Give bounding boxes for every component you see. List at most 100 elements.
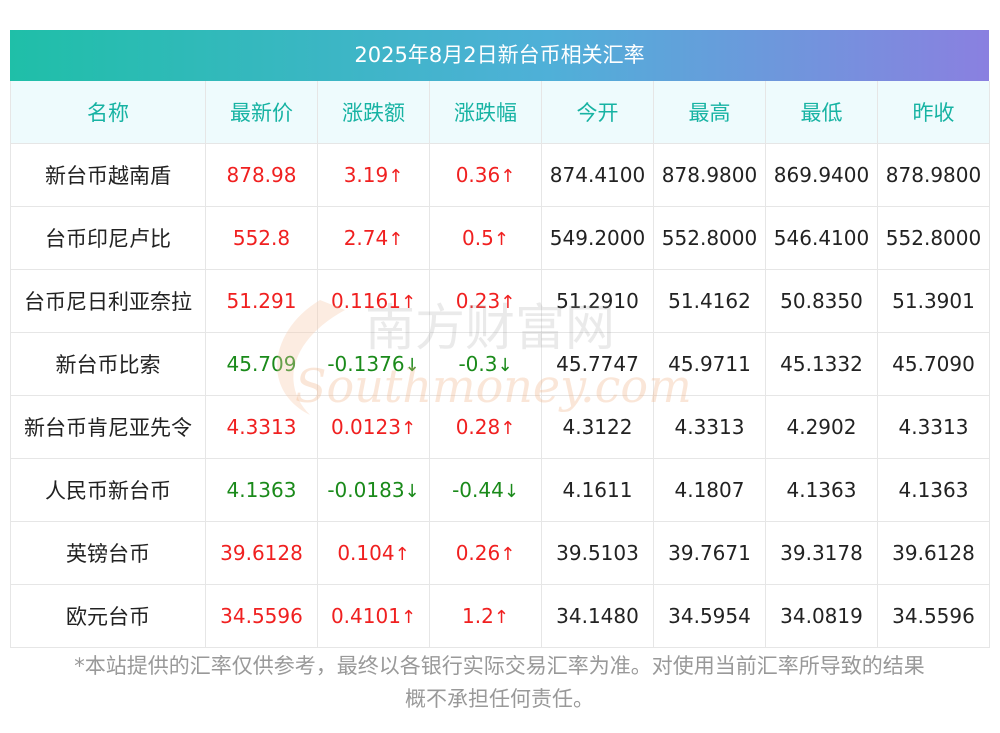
pct-cell-value: -0.3 (458, 352, 498, 376)
name-cell: 英镑台币 (10, 521, 206, 585)
change-cell-value: 0.4101 (330, 604, 401, 628)
pct-cell: 0.23↑ (429, 269, 542, 333)
name-cell: 台币尼日利亚奈拉 (10, 269, 206, 333)
open-cell: 51.2910 (541, 269, 654, 333)
high-cell-value: 34.5954 (668, 604, 751, 628)
arrow-up-icon: ↑ (493, 229, 509, 250)
name-cell: 台币印尼卢比 (10, 206, 206, 270)
open-cell-value: 34.1480 (556, 604, 639, 628)
disclaimer: *本站提供的汇率仅供参考，最终以各银行实际交易汇率为准。对使用当前汇率所导致的结… (10, 650, 989, 716)
arrow-up-icon: ↑ (493, 607, 509, 628)
header-change: 涨跌额 (317, 81, 430, 144)
pct-cell: 1.2↑ (429, 584, 542, 648)
table-title: 2025年8月2日新台币相关汇率 (10, 30, 989, 81)
disclaimer-line-1: *本站提供的汇率仅供参考，最终以各银行实际交易汇率为准。对使用当前汇率所导致的结… (74, 654, 925, 678)
pct-cell: 0.28↑ (429, 395, 542, 459)
low-cell: 546.4100 (765, 206, 878, 270)
pct-cell: 0.36↑ (429, 143, 542, 207)
name-cell-value: 新台币越南盾 (45, 164, 171, 188)
prev-cell: 4.3313 (877, 395, 990, 459)
change-cell: 0.1161↑ (317, 269, 430, 333)
open-cell: 4.3122 (541, 395, 654, 459)
pct-cell-value: -0.44 (452, 478, 504, 502)
open-cell: 874.4100 (541, 143, 654, 207)
name-cell: 欧元台币 (10, 584, 206, 648)
high-cell-value: 45.9711 (668, 352, 751, 376)
latest-cell: 4.1363 (205, 458, 318, 522)
latest-cell-value: 552.8 (232, 226, 291, 250)
pct-cell-value: 0.23 (455, 289, 501, 313)
name-cell: 新台币越南盾 (10, 143, 206, 207)
latest-cell-value: 878.98 (226, 163, 297, 187)
name-cell-value: 人民币新台币 (45, 479, 171, 503)
low-cell-value: 4.2902 (786, 415, 857, 439)
prev-cell-value: 51.3901 (892, 289, 975, 313)
low-cell-value: 869.9400 (773, 163, 870, 187)
high-cell-value: 878.9800 (661, 163, 758, 187)
arrow-up-icon: ↑ (500, 292, 516, 313)
change-cell: 0.0123↑ (317, 395, 430, 459)
low-cell-value: 546.4100 (773, 226, 870, 250)
open-cell: 39.5103 (541, 521, 654, 585)
latest-cell: 45.709 (205, 332, 318, 396)
name-cell-value: 台币尼日利亚奈拉 (24, 290, 192, 314)
change-cell-value: 0.1161 (330, 289, 401, 313)
arrow-up-icon: ↑ (500, 418, 516, 439)
table-row: 欧元台币 34.5596 0.4101↑ 1.2↑ 34.1480 34.5954 34.0… (10, 584, 990, 648)
header-open: 今开 (541, 81, 654, 144)
pct-cell: 0.5↑ (429, 206, 542, 270)
header-low: 最低 (765, 81, 878, 144)
change-cell: 3.19↑ (317, 143, 430, 207)
pct-cell: -0.3↓ (429, 332, 542, 396)
high-cell: 51.4162 (653, 269, 766, 333)
name-cell-value: 新台币比索 (55, 353, 161, 377)
prev-cell: 51.3901 (877, 269, 990, 333)
change-cell: 0.104↑ (317, 521, 430, 585)
high-cell: 39.7671 (653, 521, 766, 585)
rate-table-container: 2025年8月2日新台币相关汇率 名称 最新价 涨跌额 涨跌幅 今开 最高 最低… (10, 30, 990, 648)
arrow-up-icon: ↑ (394, 544, 410, 565)
latest-cell: 39.6128 (205, 521, 318, 585)
arrow-up-icon: ↑ (400, 607, 417, 628)
header-name: 名称 (10, 81, 206, 144)
arrow-down-icon: ↓ (404, 481, 420, 502)
latest-cell-value: 4.3313 (226, 415, 297, 439)
open-cell-value: 51.2910 (556, 289, 639, 313)
prev-cell: 878.9800 (877, 143, 990, 207)
change-cell-value: 2.74 (343, 226, 389, 250)
arrow-up-icon: ↑ (400, 292, 417, 313)
low-cell-value: 4.1363 (786, 478, 857, 502)
open-cell: 4.1611 (541, 458, 654, 522)
name-cell: 新台币肯尼亚先令 (10, 395, 206, 459)
open-cell-value: 549.2000 (549, 226, 646, 250)
pct-cell-value: 0.28 (455, 415, 501, 439)
prev-cell-value: 39.6128 (892, 541, 975, 565)
change-cell: 2.74↑ (317, 206, 430, 270)
table-row: 人民币新台币 4.1363 -0.0183↓ -0.44↓ 4.1611 4.1807 4.… (10, 458, 990, 522)
latest-cell-value: 39.6128 (220, 541, 303, 565)
rate-table: 名称 最新价 涨跌额 涨跌幅 今开 最高 最低 昨收 新台币越南盾 878.98 3… (10, 81, 990, 648)
open-cell: 45.7747 (541, 332, 654, 396)
latest-cell-value: 45.709 (226, 352, 297, 376)
open-cell-value: 45.7747 (556, 352, 639, 376)
name-cell: 新台币比索 (10, 332, 206, 396)
prev-cell-value: 34.5596 (892, 604, 975, 628)
pct-cell-value: 1.2 (462, 604, 494, 628)
name-cell-value: 英镑台币 (66, 542, 150, 566)
latest-cell: 4.3313 (205, 395, 318, 459)
prev-cell-value: 878.9800 (885, 163, 982, 187)
open-cell-value: 874.4100 (549, 163, 646, 187)
change-cell: -0.1376↓ (317, 332, 430, 396)
change-cell-value: 0.0123 (330, 415, 401, 439)
arrow-down-icon: ↓ (404, 355, 420, 376)
high-cell: 45.9711 (653, 332, 766, 396)
open-cell-value: 4.3122 (562, 415, 633, 439)
header-high: 最高 (653, 81, 766, 144)
arrow-down-icon: ↓ (497, 355, 513, 376)
low-cell: 869.9400 (765, 143, 878, 207)
table-row: 新台币越南盾 878.98 3.19↑ 0.36↑ 874.4100 878.9800 86… (10, 143, 990, 207)
arrow-up-icon: ↑ (388, 229, 404, 250)
latest-cell: 878.98 (205, 143, 318, 207)
low-cell: 50.8350 (765, 269, 878, 333)
change-cell-value: -0.1376 (327, 352, 405, 376)
